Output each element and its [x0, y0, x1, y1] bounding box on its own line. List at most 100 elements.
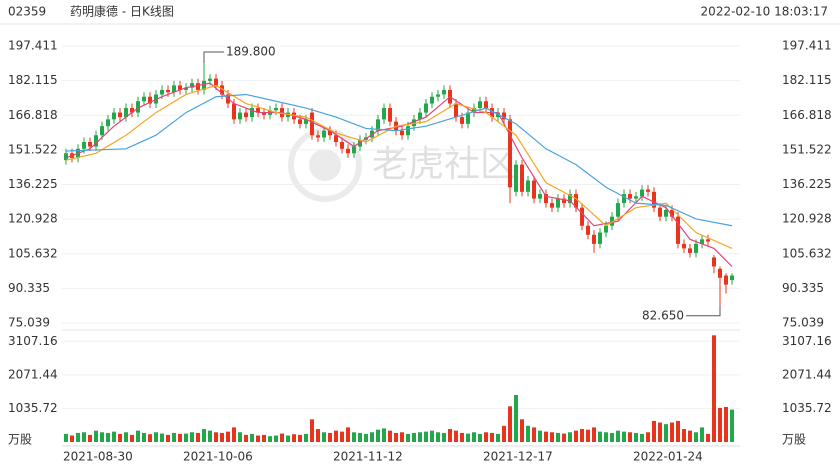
candle-body	[676, 216, 680, 244]
volume-bar	[250, 433, 254, 442]
volume-bar	[304, 433, 308, 442]
volume-bar	[466, 433, 470, 442]
x-tick-label: 2021-10-06	[183, 450, 253, 464]
candle-body	[232, 103, 236, 120]
y-tick-label-right: 151.522	[782, 142, 832, 156]
volume-bar	[280, 433, 284, 442]
volume-bar	[406, 433, 410, 442]
volume-bar	[616, 430, 620, 442]
volume-tick-label: 1035.72	[8, 401, 58, 415]
candle-body	[718, 268, 722, 278]
candle-body	[172, 85, 176, 93]
volume-bar	[76, 432, 80, 442]
volume-bar	[526, 425, 530, 442]
volume-bar	[724, 406, 728, 442]
volume-bar	[154, 432, 158, 442]
volume-bar	[142, 432, 146, 442]
candle-body	[106, 119, 110, 127]
candle-body	[478, 101, 482, 109]
candle-body	[178, 85, 182, 90]
y-tick-label-right: 182.115	[782, 73, 832, 87]
candle-body	[64, 153, 68, 161]
volume-bar	[502, 425, 506, 442]
volume-bar	[124, 432, 128, 442]
candle-body	[310, 112, 314, 136]
volume-bar	[490, 432, 494, 442]
volume-bar	[400, 432, 404, 442]
volume-bar	[328, 432, 332, 442]
volume-bar	[688, 430, 692, 442]
candle-body	[148, 96, 152, 104]
volume-bar	[292, 434, 296, 442]
volume-bar	[70, 435, 74, 442]
candle-body	[592, 234, 596, 244]
candle-body	[724, 275, 728, 285]
watermark: 老虎社区	[372, 144, 516, 185]
volume-tick-label: 2071.44	[8, 367, 58, 381]
y-tick-label: 182.115	[8, 73, 58, 87]
volume-bar	[598, 431, 602, 442]
low-label: 82.650	[642, 308, 684, 322]
volume-bar	[130, 434, 134, 442]
volume-bar	[538, 430, 542, 442]
volume-bar	[106, 432, 110, 442]
candle-body	[664, 209, 668, 217]
volume-bar	[184, 433, 188, 442]
candle-body	[112, 112, 116, 120]
volume-bar	[472, 432, 476, 442]
candle-body	[346, 148, 350, 154]
volume-bar	[484, 432, 488, 442]
candle-body	[712, 257, 716, 267]
candle-body	[580, 207, 584, 226]
candle-body	[706, 239, 710, 242]
candle-body	[352, 146, 356, 154]
volume-bar	[634, 432, 638, 442]
candle-body	[640, 189, 644, 197]
candle-body	[406, 126, 410, 136]
candle-body	[502, 112, 506, 120]
candle-body	[340, 142, 344, 149]
chart-title: 药明康德 - 日K线图	[70, 4, 174, 19]
candle-body	[694, 243, 698, 253]
candle-body	[82, 142, 86, 149]
volume-bar	[718, 407, 722, 442]
candle-body	[658, 207, 662, 217]
candle-body	[568, 194, 572, 204]
volume-bar	[316, 429, 320, 442]
volume-bar	[568, 432, 572, 442]
volume-bar	[352, 432, 356, 442]
volume-bar	[730, 409, 734, 442]
candle-body	[652, 191, 656, 208]
candle-body	[682, 243, 686, 249]
candle-body	[544, 194, 548, 204]
candle-body	[634, 196, 638, 199]
candle-body	[334, 135, 338, 143]
volume-bar	[310, 419, 314, 442]
volume-bar	[382, 428, 386, 442]
candle-body	[520, 164, 524, 192]
volume-bar	[88, 434, 92, 442]
candle-body	[388, 108, 392, 122]
y-tick-label: 151.522	[8, 142, 58, 156]
volume-bar	[712, 335, 716, 442]
volume-bar	[82, 432, 86, 442]
volume-bar	[442, 432, 446, 442]
volume-bar	[418, 432, 422, 442]
volume-bar	[202, 429, 206, 442]
candle-body	[616, 203, 620, 217]
volume-bar	[664, 424, 668, 442]
volume-bar	[412, 432, 416, 442]
candle-body	[670, 209, 674, 217]
volume-bar	[190, 432, 194, 442]
volume-bar	[670, 422, 674, 442]
candle-body	[244, 112, 248, 118]
candle-body	[304, 119, 308, 124]
volume-bar	[640, 433, 644, 442]
volume-bar	[454, 430, 458, 442]
volume-bar	[322, 432, 326, 442]
volume-bar	[508, 406, 512, 442]
y-tick-label: 105.632	[8, 246, 58, 260]
volume-bar	[118, 433, 122, 442]
candle-body	[466, 112, 470, 124]
stock-code: 02359	[8, 5, 46, 19]
